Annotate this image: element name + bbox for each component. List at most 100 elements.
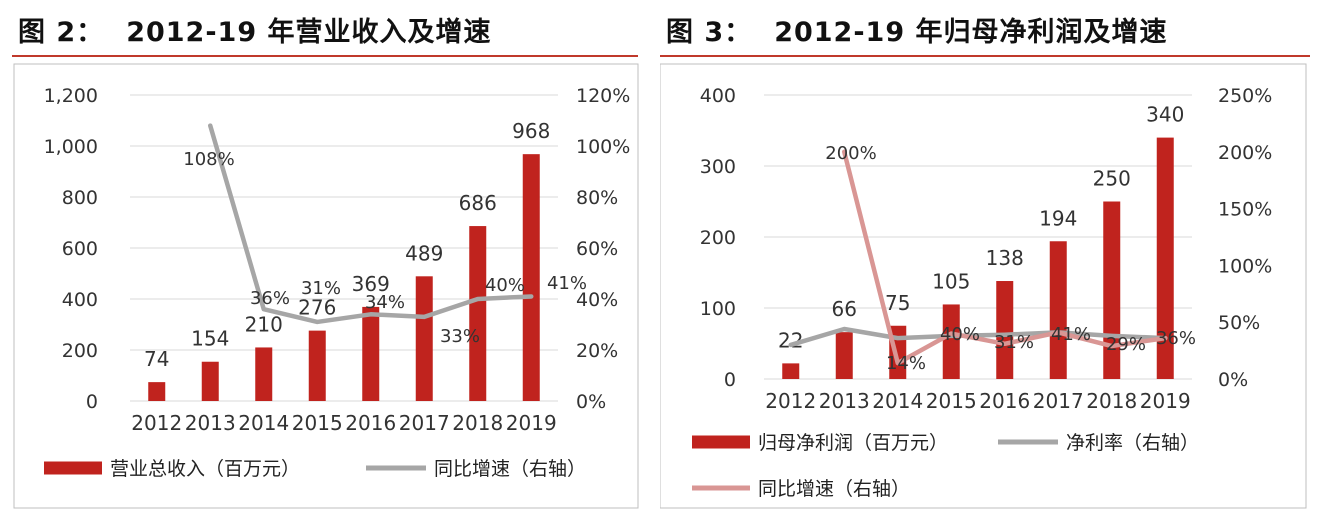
fig3-category-label: 2017 <box>1033 389 1084 413</box>
fig3-right-tick-label: 0% <box>1218 369 1248 391</box>
fig3-left-tick-label: 200 <box>700 227 736 249</box>
fig2-bar <box>362 306 380 401</box>
fig3-left-tick-label: 400 <box>700 85 736 107</box>
fig2-line-series-1 <box>208 123 534 325</box>
fig3-line-series-1 <box>788 326 1168 348</box>
fig3-right-tick-label: 100% <box>1218 255 1272 277</box>
fig2-right-tick-label: 20% <box>576 340 618 362</box>
fig3-category-label: 2016 <box>979 389 1030 413</box>
fig2-left-tick-label: 1,200 <box>44 85 98 107</box>
fig3-line-label: 29% <box>1106 334 1146 355</box>
figure-3-title: 图 3： 2012-19 年归母净利润及增速 <box>666 10 1168 49</box>
fig2-line-label: 36% <box>250 288 290 309</box>
fig3-line-label: 14% <box>886 353 926 374</box>
fig3-bar-label: 138 <box>986 246 1024 270</box>
fig2-right-tick-label: 100% <box>576 136 630 158</box>
fig3-right-tick-label: 200% <box>1218 142 1272 164</box>
fig2-category-label: 2017 <box>399 411 450 435</box>
fig3-chart-frame <box>660 63 1307 509</box>
figure-2-chart: 0 200 400 600 800 1,000 1,200 0% 20% 40% 60% 80% 100… <box>13 63 639 509</box>
fig3-bar-label: 75 <box>885 291 910 315</box>
fig3-bar-label: 105 <box>932 269 970 293</box>
fig3-bar-label: 194 <box>1039 206 1077 230</box>
fig3-bar <box>1156 137 1174 379</box>
fig2-category-label: 2012 <box>131 411 182 435</box>
fig3-bar-label: 66 <box>832 297 857 321</box>
fig3-line-label: 41% <box>1051 324 1091 345</box>
fig3-right-tick-label: 150% <box>1218 199 1272 221</box>
figure-2-panel: 图 2： 2012-19 年营业收入及增速 0 200 400 600 800 1,000 1… <box>0 0 650 516</box>
fig2-line-label: 108% <box>183 149 234 170</box>
fig2-line-label: 31% <box>301 278 341 299</box>
fig3-category-label: 2014 <box>872 389 923 413</box>
fig3-category-label: 2018 <box>1086 389 1137 413</box>
fig2-bar <box>469 226 487 401</box>
fig3-bar-label: 340 <box>1146 103 1184 127</box>
fig2-line-label: 41% <box>547 273 587 294</box>
fig3-line-label: 40% <box>940 324 980 345</box>
fig3-category-label: 2012 <box>765 389 816 413</box>
figure-2-title: 图 2： 2012-19 年营业收入及增速 <box>18 10 492 49</box>
fig3-bar <box>835 332 853 379</box>
fig3-left-tick-label: 300 <box>700 156 736 178</box>
fig3-right-tick-label: 250% <box>1218 85 1272 107</box>
figure-3-title-text: 2012-19 年归母净利润及增速 <box>774 17 1168 48</box>
fig3-line-series-2 <box>842 149 1168 366</box>
fig2-bar-label: 686 <box>459 191 497 215</box>
fig2-line-label: 40% <box>485 275 525 296</box>
fig2-left-tick-label: 1,000 <box>44 136 98 158</box>
fig2-right-tick-label: 120% <box>576 85 630 107</box>
fig3-category-label: 2015 <box>926 389 977 413</box>
fig2-category-label: 2015 <box>292 411 343 435</box>
fig3-right-tick-label: 50% <box>1218 312 1260 334</box>
fig2-category-label: 2016 <box>345 411 396 435</box>
fig3-line-label: 200% <box>825 143 876 164</box>
figure-2-title-rule <box>12 55 638 57</box>
fig2-bar-label: 74 <box>144 347 169 371</box>
fig3-bar <box>782 363 800 379</box>
fig2-right-tick-label: 60% <box>576 238 618 260</box>
figure-2-title-text: 2012-19 年营业收入及增速 <box>126 17 492 48</box>
fig2-line-label: 34% <box>365 292 405 313</box>
fig2-category-label: 2013 <box>185 411 236 435</box>
fig2-left-tick-label: 200 <box>62 340 98 362</box>
fig2-left-tick-label: 0 <box>86 391 98 413</box>
fig2-bar-label: 369 <box>352 272 390 296</box>
fig3-bar <box>1049 241 1067 379</box>
fig2-bar-label: 968 <box>512 119 550 143</box>
fig3-line-label: 31% <box>994 332 1034 353</box>
figure-3-number: 图 3： <box>666 17 753 48</box>
fig2-category-label: 2019 <box>506 411 557 435</box>
fig2-legend-label: 营业总收入（百万元） <box>110 458 300 480</box>
fig3-legend-label: 归母净利润（百万元） <box>758 432 948 454</box>
figure-3-title-rule <box>660 55 1310 57</box>
fig3-legend-label: 净利率（右轴） <box>1066 432 1199 454</box>
fig3-bar <box>942 304 960 379</box>
fig2-bar <box>415 276 433 401</box>
fig2-bar-label: 210 <box>245 312 283 336</box>
fig3-left-tick-label: 0 <box>724 369 736 391</box>
fig3-legend-label: 同比增速（右轴） <box>758 478 910 500</box>
fig3-legend-swatch <box>998 439 1058 445</box>
fig3-left-tick-label: 100 <box>700 298 736 320</box>
fig2-bar <box>201 361 219 401</box>
fig2-legend-swatch <box>44 461 102 475</box>
fig2-bar <box>308 330 326 401</box>
fig2-left-tick-label: 400 <box>62 289 98 311</box>
fig3-category-label: 2013 <box>819 389 870 413</box>
fig2-right-tick-label: 40% <box>576 289 618 311</box>
fig2-bar-label: 276 <box>298 296 336 320</box>
fig3-category-label: 2019 <box>1140 389 1191 413</box>
fig2-chart-frame <box>13 63 639 509</box>
fig2-bar-label: 489 <box>405 241 443 265</box>
fig3-legend-swatch <box>692 485 750 491</box>
fig3-bar <box>996 281 1014 379</box>
figure-2-number: 图 2： <box>18 17 105 48</box>
fig2-right-tick-label: 0% <box>576 391 606 413</box>
fig2-bar <box>255 347 273 401</box>
fig2-legend-label: 同比增速（右轴） <box>434 458 586 480</box>
fig2-left-tick-label: 800 <box>62 187 98 209</box>
fig2-bar <box>148 382 166 401</box>
fig2-legend-swatch <box>366 465 426 471</box>
